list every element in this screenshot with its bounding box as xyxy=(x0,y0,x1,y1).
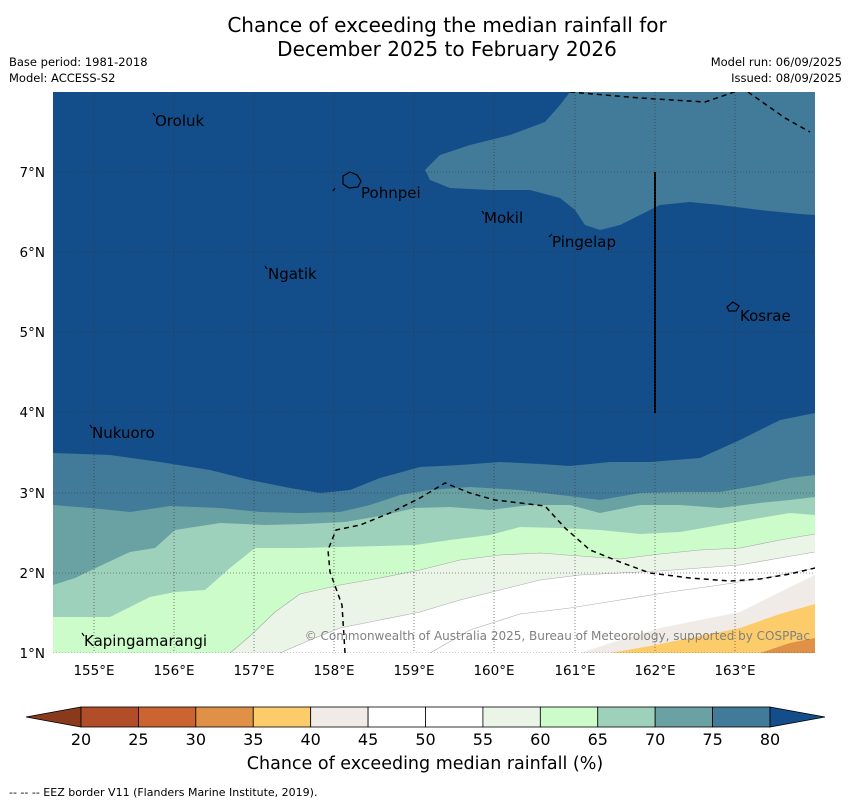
nukuoro-atoll xyxy=(89,424,93,429)
x-axis-labels: 155°E 156°E 157°E 158°E 159°E 160°E 161°… xyxy=(73,663,755,679)
colorbar-cell xyxy=(310,706,369,728)
colorbar-tick-label: 20 xyxy=(71,730,91,749)
colorbar-cells xyxy=(80,706,771,728)
band-35-40 xyxy=(610,604,815,653)
colorbar-cell xyxy=(367,706,426,728)
colorbar-cell xyxy=(80,706,139,728)
colorbar-tick-label: 65 xyxy=(588,730,608,749)
islands xyxy=(81,112,740,637)
band-75-80-north xyxy=(53,92,815,230)
colorbar-tick-label: 45 xyxy=(358,730,378,749)
colorbar-cell xyxy=(597,706,656,728)
colorbar-tick-label: 75 xyxy=(702,730,722,749)
x-tick-label: 159°E xyxy=(393,663,434,679)
oroluk-atoll xyxy=(152,112,156,117)
kapingamarangi-atoll xyxy=(81,632,85,637)
base-period: Base period: 1981-2018 xyxy=(9,55,148,69)
place-ngatik: Ngatik xyxy=(268,265,317,283)
x-tick-label: 158°E xyxy=(313,663,354,679)
colorbar-cell xyxy=(539,706,599,728)
graticule xyxy=(53,92,815,653)
x-tick-label: 160°E xyxy=(473,663,514,679)
colorbar-labels: 20 25 30 35 40 45 50 55 60 65 70 75 80 xyxy=(71,730,780,749)
place-mokil: Mokil xyxy=(484,209,523,227)
colorbar-tick-label: 60 xyxy=(530,730,550,749)
place-labels: Oroluk Pohnpei Mokil Pingelap Ngatik Kos… xyxy=(84,112,791,650)
place-nukuoro: Nukuoro xyxy=(92,424,155,442)
kosrae-island xyxy=(726,301,740,312)
x-tick-label: 156°E xyxy=(153,663,194,679)
map-title: Chance of exceeding the median rainfall … xyxy=(0,13,850,61)
pohnpei-island xyxy=(342,171,362,189)
mokil-atoll xyxy=(481,210,485,215)
eez-border xyxy=(327,92,815,653)
colorbar-cell xyxy=(138,706,197,728)
y-tick-label: 7°N xyxy=(20,165,45,181)
colorbar-under-arrow xyxy=(25,706,82,728)
x-tick-label: 161°E xyxy=(554,663,595,679)
colorbar-tick-label: 40 xyxy=(300,730,320,749)
colorbar-over-arrow xyxy=(769,706,826,728)
colorbar-tick-label: 50 xyxy=(415,730,435,749)
place-kosrae: Kosrae xyxy=(740,307,791,325)
colorbar: 20 25 30 35 40 45 50 55 60 65 70 75 80 xyxy=(25,706,826,749)
colorbar-title: Chance of exceeding median rainfall (%) xyxy=(246,754,604,774)
place-pohnpei: Pohnpei xyxy=(361,184,421,202)
colorbar-tick-label: 30 xyxy=(186,730,206,749)
colorbar-cell xyxy=(482,706,541,728)
x-tick-label: 163°E xyxy=(714,663,755,679)
band-30-35 xyxy=(760,638,815,653)
colorbar-cell xyxy=(425,706,484,728)
x-tick-label: 162°E xyxy=(634,663,675,679)
x-tick-label: 157°E xyxy=(233,663,274,679)
y-tick-label: 5°N xyxy=(20,325,45,341)
y-tick-label: 6°N xyxy=(20,245,45,261)
colorbar-tick-label: 35 xyxy=(243,730,263,749)
y-tick-label: 3°N xyxy=(20,486,45,502)
eez-legend-note: -- -- -- EEZ border V11 (Flanders Marine… xyxy=(9,786,318,799)
title-line-1: Chance of exceeding the median rainfall … xyxy=(227,13,667,37)
ngatik-atoll xyxy=(264,265,268,270)
y-tick-label: 4°N xyxy=(20,405,45,421)
colorbar-cell xyxy=(712,706,771,728)
colorbar-cell xyxy=(195,706,254,728)
colorbar-tick-label: 55 xyxy=(473,730,493,749)
pingelap-atoll xyxy=(548,233,553,238)
colorbar-tick-label: 80 xyxy=(760,730,780,749)
probability-contours xyxy=(53,92,815,653)
x-tick-label: 155°E xyxy=(73,663,114,679)
copyright-notice: © Commonwealth of Australia 2025, Bureau… xyxy=(305,629,810,643)
colorbar-tick-label: 25 xyxy=(128,730,148,749)
model-run: Model run: 06/09/2025 xyxy=(710,55,842,69)
colorbar-tick-label: 70 xyxy=(645,730,665,749)
y-axis-labels: 1°N 2°N 3°N 4°N 5°N 6°N 7°N xyxy=(20,165,45,662)
model-name: Model: ACCESS-S2 xyxy=(9,71,116,85)
colorbar-cell xyxy=(252,706,312,728)
y-tick-label: 1°N xyxy=(20,646,45,662)
place-oroluk: Oroluk xyxy=(155,112,204,130)
place-kapingamarangi: Kapingamarangi xyxy=(84,632,207,650)
ant-atoll xyxy=(332,187,336,192)
meta-right: Model run: 06/09/2025 Issued: 08/09/2025 xyxy=(711,54,842,86)
issued-date: Issued: 08/09/2025 xyxy=(731,71,842,85)
title-line-2: December 2025 to February 2026 xyxy=(277,37,617,61)
meta-left: Base period: 1981-2018 Model: ACCESS-S2 xyxy=(9,54,148,86)
colorbar-cell xyxy=(654,706,713,728)
y-tick-label: 2°N xyxy=(20,566,45,582)
place-pingelap: Pingelap xyxy=(552,233,616,251)
